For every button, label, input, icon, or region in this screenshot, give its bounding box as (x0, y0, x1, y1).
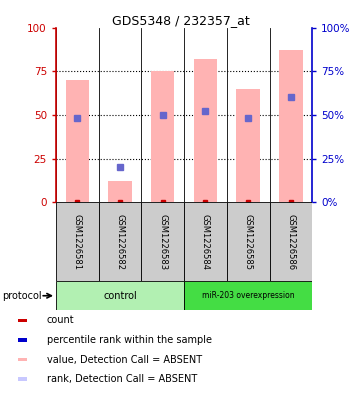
Text: protocol: protocol (2, 291, 42, 301)
Bar (151, 71, 174, 202)
Bar (56, 202, 99, 281)
Text: count: count (47, 315, 74, 325)
Bar (18, 338, 27, 342)
Bar (142, 202, 184, 281)
Bar (227, 202, 270, 281)
Text: control: control (103, 291, 137, 301)
Text: miR-203 overexpression: miR-203 overexpression (202, 291, 295, 300)
Bar (184, 281, 312, 310)
Text: GSM1226585: GSM1226585 (244, 214, 253, 270)
Bar (270, 202, 312, 281)
Bar (236, 89, 260, 202)
Text: GSM1226582: GSM1226582 (116, 214, 125, 270)
Bar (18, 377, 27, 381)
Text: value, Detection Call = ABSENT: value, Detection Call = ABSENT (47, 354, 202, 365)
Text: percentile rank within the sample: percentile rank within the sample (47, 335, 212, 345)
Bar (66, 80, 89, 202)
Bar (18, 358, 27, 362)
Bar (56, 281, 184, 310)
Text: GDS5348 / 232357_at: GDS5348 / 232357_at (112, 14, 249, 27)
Text: GSM1226584: GSM1226584 (201, 214, 210, 270)
Bar (194, 59, 217, 202)
Bar (108, 182, 132, 202)
Bar (279, 50, 303, 202)
Bar (99, 202, 142, 281)
Bar (18, 318, 27, 322)
Text: GSM1226583: GSM1226583 (158, 214, 167, 270)
Bar (184, 202, 227, 281)
Text: rank, Detection Call = ABSENT: rank, Detection Call = ABSENT (47, 374, 197, 384)
Text: GSM1226586: GSM1226586 (286, 214, 295, 270)
Text: GSM1226581: GSM1226581 (73, 214, 82, 270)
